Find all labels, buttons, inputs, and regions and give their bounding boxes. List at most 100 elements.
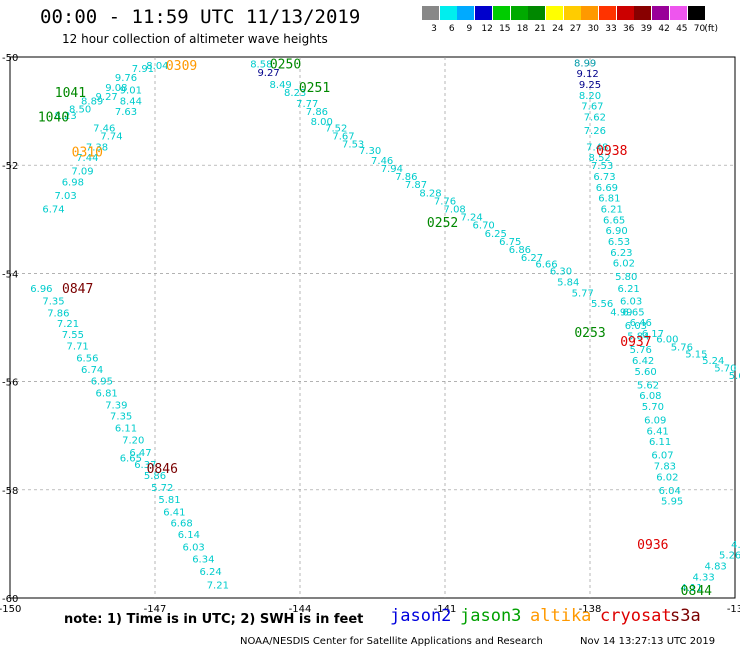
swh-value: 7.30 (359, 146, 381, 157)
legend-label: 24 (552, 24, 564, 34)
legend-swatch (687, 6, 705, 20)
swh-value: 7.53 (342, 140, 364, 151)
swh-value: 9.25 (579, 80, 601, 91)
swh-value: 6.00 (656, 334, 678, 345)
swh-value: 6.53 (608, 237, 630, 248)
legend-swatch (616, 6, 634, 20)
swh-value: 6.04 (659, 486, 681, 497)
swh-value: 5.60 (634, 367, 656, 378)
swh-value: 4.83 (705, 562, 727, 573)
legend-swatch (528, 6, 546, 20)
pass-time-label: 0937 (620, 335, 651, 350)
swh-value: 6.68 (170, 518, 192, 529)
y-tick-label: -50 (2, 53, 18, 64)
swh-value: 7.87 (405, 180, 427, 191)
swh-value: 7.76 (434, 196, 456, 207)
swh-value: 6.65 (603, 215, 625, 226)
swh-value: 7.21 (57, 319, 79, 330)
swh-value: 7.77 (296, 99, 318, 110)
swh-value: 7.53 (591, 161, 613, 172)
swh-value: 5.70 (642, 402, 664, 413)
swh-value: 6.86 (509, 245, 531, 256)
legend-label: 45 (676, 24, 688, 34)
pass-time-label: 0250 (270, 57, 301, 72)
pass-time-label: 1040 (38, 111, 69, 126)
swh-value: 6.81 (96, 388, 118, 399)
footer-note: note: 1) Time is in UTC; 2) SWH is in fe… (64, 612, 364, 627)
legend-swatch (492, 6, 510, 20)
swh-value: 6.95 (91, 377, 113, 388)
swh-value: 6.56 (76, 353, 98, 364)
x-tick-label: -147 (144, 604, 167, 615)
swh-value: 8.89 (81, 96, 103, 107)
swh-value: 7.71 (67, 341, 89, 352)
satellite-s3a: s3a (670, 606, 701, 626)
swh-value: 6.37 (134, 460, 156, 471)
swh-value: 8.44 (120, 96, 142, 107)
satellite-altika: altika (530, 606, 592, 626)
swh-value: 4.11 (680, 583, 702, 594)
pass-time-label: 0309 (166, 59, 197, 74)
swh-value: 6.11 (115, 424, 137, 435)
x-tick-label: -13 (727, 604, 740, 615)
chart-subtitle: 12 hour collection of altimeter wave hei… (62, 32, 328, 46)
legend-swatch (457, 6, 475, 20)
swh-value: 5.24 (702, 356, 724, 367)
pass-time-label: 0936 (637, 538, 668, 553)
swh-value: 7.26 (584, 126, 606, 137)
legend-unit: (ft) (704, 24, 718, 34)
swh-value: 6.30 (550, 267, 572, 278)
swh-value: 5.84 (627, 332, 649, 343)
swh-value: 6.34 (192, 555, 214, 566)
swh-value: 5.77 (572, 288, 594, 299)
swh-value: 5.15 (685, 349, 707, 360)
swh-value: 9.01 (120, 85, 142, 96)
swh-value: 6.98 (62, 177, 84, 188)
legend-label: 70 (693, 24, 706, 34)
y-tick-label: -58 (2, 486, 18, 497)
swh-value: 9.27 (257, 68, 279, 79)
legend-label: 3 (431, 24, 437, 34)
swh-value: 6.69 (596, 183, 618, 194)
y-tick-label: -54 (2, 269, 18, 280)
swh-value: 6.14 (178, 530, 200, 541)
legend-swatch (669, 6, 687, 20)
swh-value: 7.52 (325, 123, 347, 134)
swh-value: 7.44 (76, 153, 98, 164)
swh-value: 6.03 (625, 321, 647, 332)
legend-swatch (599, 6, 616, 20)
swh-value: 4.33 (692, 572, 714, 583)
swh-value: 7.35 (42, 296, 64, 307)
swh-value: 6.27 (521, 253, 543, 264)
swh-value: 5.70 (714, 364, 736, 375)
swh-value: 7.03 (54, 191, 76, 202)
swh-value: 7.74 (100, 131, 122, 142)
chart-title: 00:00 - 11:59 UTC 11/13/2019 (40, 6, 361, 28)
pass-time-label: 0938 (596, 144, 627, 159)
swh-value: 8.20 (579, 91, 601, 102)
swh-value: 5.84 (557, 278, 579, 289)
plot-frame (9, 56, 736, 599)
legend-swatch (581, 6, 599, 20)
swh-value: 6.17 (642, 329, 664, 340)
swh-value: 8.28 (419, 188, 441, 199)
satellite-jason3: jason3 (460, 606, 522, 626)
satellite-jason2: jason2 (390, 606, 452, 626)
swh-value: 7.86 (306, 107, 328, 118)
swh-value: 6.03 (620, 296, 642, 307)
swh-value: 7.63 (115, 107, 137, 118)
swh-value: 6.74 (42, 204, 64, 215)
swh-value: 6.24 (199, 567, 221, 578)
swh-value: 8.23 (54, 111, 76, 122)
swh-value: 7.86 (395, 172, 417, 183)
swh-value: 9.08 (105, 83, 127, 94)
swh-value: 5.62 (637, 380, 659, 391)
x-tick-label: -150 (0, 604, 21, 615)
swh-value: 5.76 (671, 342, 693, 353)
legend-label: 36 (622, 24, 635, 34)
swh-value: 7.86 (47, 308, 69, 319)
swh-value: 7.62 (584, 113, 606, 124)
swh-value: 6.21 (601, 204, 623, 215)
swh-value: 6.90 (605, 226, 627, 237)
